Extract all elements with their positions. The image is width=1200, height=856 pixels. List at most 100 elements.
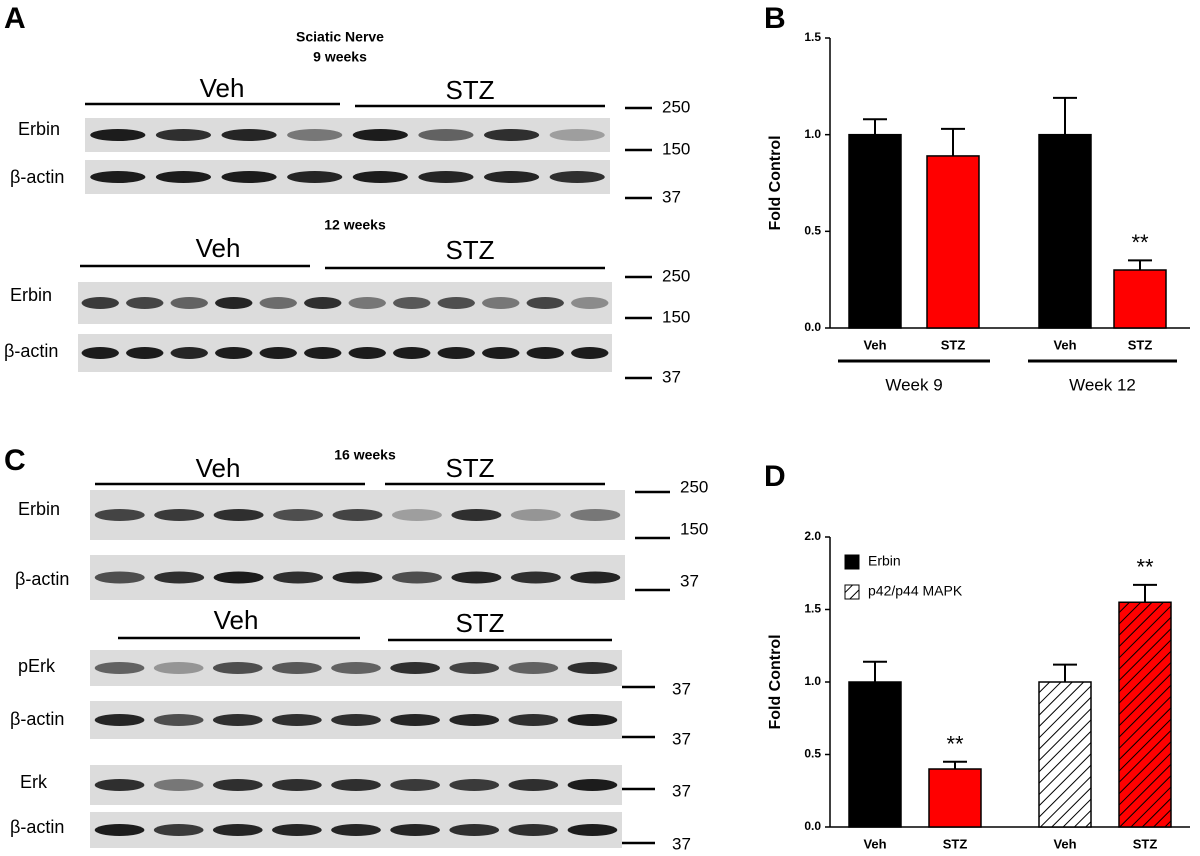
blot-band bbox=[259, 297, 297, 309]
bar bbox=[1038, 681, 1092, 828]
x-tick-label: STZ bbox=[941, 337, 966, 352]
row-label: pErk bbox=[18, 656, 56, 676]
blot-band bbox=[90, 171, 146, 183]
blot-band bbox=[126, 347, 164, 359]
marker-label: 37 bbox=[662, 187, 681, 206]
blot-band bbox=[331, 714, 381, 726]
blot-band bbox=[81, 297, 119, 309]
row-label: Erbin bbox=[10, 285, 52, 305]
blot-band bbox=[484, 129, 540, 141]
blot-band bbox=[215, 297, 253, 309]
blot-band bbox=[213, 571, 264, 584]
group-label: STZ bbox=[445, 453, 494, 483]
blot-title: Sciatic Nerve bbox=[296, 29, 384, 45]
group-label: Veh bbox=[214, 605, 259, 635]
blot-band bbox=[393, 347, 431, 359]
blot-subtitle: 12 weeks bbox=[324, 217, 386, 233]
blot-band bbox=[331, 824, 381, 836]
blot-band bbox=[94, 509, 145, 521]
blot-band bbox=[391, 509, 442, 521]
group-label: Week 12 bbox=[1069, 375, 1136, 394]
group-label: Veh bbox=[200, 73, 245, 103]
marker-label: 250 bbox=[680, 477, 708, 496]
blot-band bbox=[94, 824, 145, 836]
blot-band bbox=[170, 347, 208, 359]
blot-band bbox=[570, 509, 621, 521]
x-tick-label: Veh bbox=[1053, 836, 1076, 851]
blot-band bbox=[153, 714, 204, 726]
blot-band bbox=[170, 297, 208, 309]
row-label: β-actin bbox=[10, 709, 64, 729]
group-label: Week 9 bbox=[885, 375, 942, 394]
blot-band bbox=[570, 571, 621, 584]
blot-band bbox=[94, 779, 145, 791]
x-tick-label: STZ bbox=[1128, 337, 1153, 352]
y-tick-label: 0.0 bbox=[804, 320, 821, 334]
blot-band bbox=[437, 297, 475, 309]
group-label: STZ bbox=[445, 75, 494, 105]
blot-band bbox=[90, 129, 146, 141]
blot-band bbox=[81, 347, 119, 359]
x-tick-label: Veh bbox=[863, 836, 886, 851]
marker-label: 37 bbox=[672, 679, 691, 698]
blot-band bbox=[332, 509, 383, 521]
panel-label: C bbox=[4, 444, 26, 477]
significance: ** bbox=[1136, 555, 1154, 580]
panel-label: A bbox=[4, 2, 26, 35]
y-tick-label: 1.0 bbox=[804, 674, 821, 688]
blot-band bbox=[352, 129, 408, 141]
y-tick-label: 1.5 bbox=[804, 30, 821, 44]
blot-band bbox=[348, 297, 386, 309]
marker-label: 37 bbox=[672, 729, 691, 748]
blot-band bbox=[154, 571, 205, 584]
blot-band bbox=[418, 171, 474, 183]
significance: ** bbox=[946, 732, 964, 757]
blot-band bbox=[213, 509, 264, 521]
marker-label: 37 bbox=[672, 781, 691, 800]
blot-subtitle: 16 weeks bbox=[334, 447, 396, 463]
blot-band bbox=[259, 347, 297, 359]
blot-band bbox=[272, 824, 322, 836]
row-label: β-actin bbox=[4, 341, 58, 361]
blot-band bbox=[508, 779, 559, 791]
blot-band bbox=[287, 129, 343, 141]
bar bbox=[1038, 133, 1092, 329]
blot-band bbox=[449, 824, 500, 836]
x-tick-label: Veh bbox=[863, 337, 886, 352]
blot-band bbox=[390, 662, 440, 674]
blot-band bbox=[153, 824, 204, 836]
blot-band bbox=[390, 824, 440, 836]
group-label: STZ bbox=[445, 235, 494, 265]
blot-band bbox=[418, 129, 474, 141]
blot-band bbox=[482, 347, 520, 359]
x-tick-label: STZ bbox=[1133, 836, 1158, 851]
blot-band bbox=[482, 297, 520, 309]
blot-band bbox=[449, 779, 500, 791]
panel-label: D bbox=[764, 460, 786, 493]
blot-band bbox=[451, 509, 502, 521]
blot-band bbox=[510, 571, 561, 584]
blot-band bbox=[273, 571, 324, 584]
row-label: β-actin bbox=[15, 569, 69, 589]
bar bbox=[1113, 269, 1167, 329]
blot-band bbox=[153, 662, 204, 674]
blot-band bbox=[153, 779, 204, 791]
blot-band bbox=[571, 347, 609, 359]
blot-band bbox=[154, 509, 205, 521]
blot-band bbox=[508, 714, 559, 726]
bar bbox=[1118, 601, 1172, 828]
blot-band bbox=[567, 779, 618, 791]
blot-strip bbox=[78, 334, 612, 372]
blot-band bbox=[273, 509, 324, 521]
blot-subtitle: 9 weeks bbox=[313, 49, 367, 65]
blot-band bbox=[449, 714, 500, 726]
blot-band bbox=[94, 714, 145, 726]
row-label: β-actin bbox=[10, 167, 64, 187]
row-label: β-actin bbox=[10, 817, 64, 837]
blot-band bbox=[155, 129, 211, 141]
blot-band bbox=[331, 662, 381, 674]
blot-band bbox=[331, 779, 381, 791]
blot-band bbox=[567, 662, 618, 674]
blot-band bbox=[352, 171, 408, 183]
